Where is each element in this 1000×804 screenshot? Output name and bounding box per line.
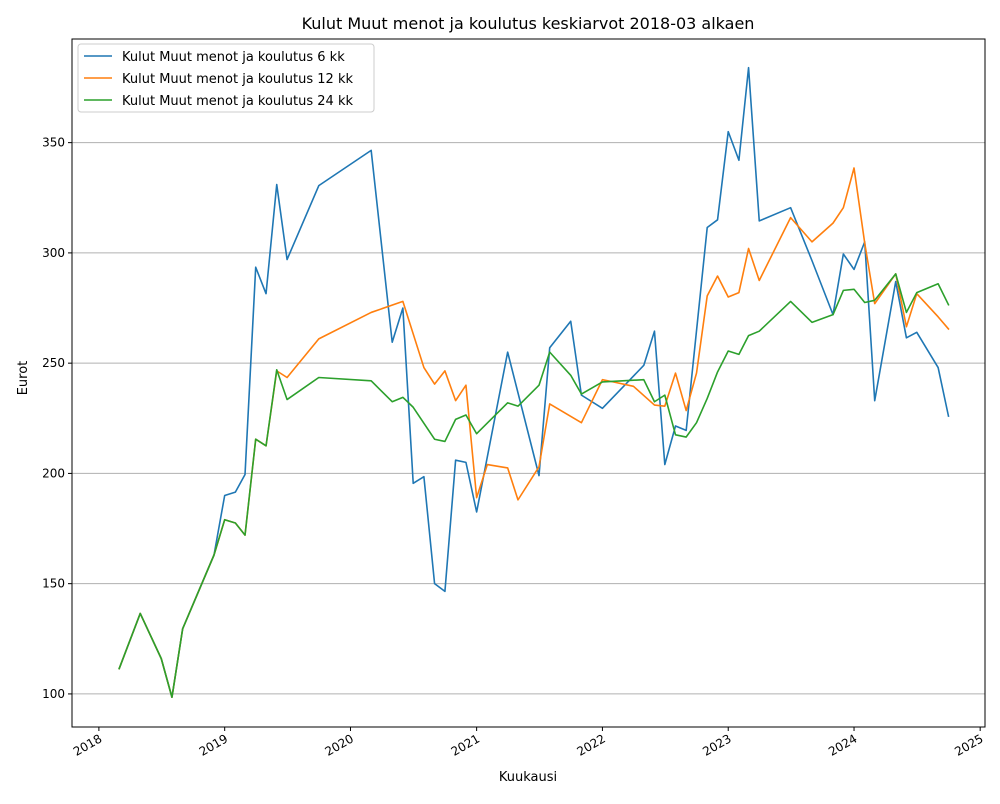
legend-entry: Kulut Muut menot ja koulutus 12 kk xyxy=(122,72,353,87)
x-tick-label: 2025 xyxy=(952,731,985,758)
y-tick-label: 250 xyxy=(42,356,65,370)
x-tick-label: 2022 xyxy=(574,731,607,758)
x-axis-label: Kuukausi xyxy=(499,770,557,785)
y-axis-label: Eurot xyxy=(16,361,31,396)
y-tick-label: 100 xyxy=(42,687,65,701)
legend: Kulut Muut menot ja koulutus 6 kk Kulut M… xyxy=(77,43,375,113)
legend-entry: Kulut Muut menot ja koulutus 24 kk xyxy=(122,94,353,109)
y-tick-label: 200 xyxy=(42,466,65,480)
chart-title: Kulut Muut menot ja koulutus keskiarvot … xyxy=(302,14,755,33)
series-line-2 xyxy=(118,167,950,699)
series-line-1 xyxy=(118,66,950,699)
y-tick-label: 150 xyxy=(42,577,65,591)
plot-area-frame xyxy=(71,38,986,728)
series-lines xyxy=(118,66,950,699)
legend-box xyxy=(77,43,375,113)
x-tick-label: 2024 xyxy=(826,731,859,758)
y-tick-label: 300 xyxy=(42,246,65,260)
x-tick-label: 2021 xyxy=(449,731,482,758)
y-axis-ticks: 100 150 200 250 300 350 xyxy=(42,136,72,701)
x-tick-label: 2018 xyxy=(71,731,104,758)
x-tick-label: 2023 xyxy=(700,731,733,758)
series-line-3 xyxy=(118,273,950,699)
grid-lines xyxy=(72,142,985,695)
legend-entry: Kulut Muut menot ja koulutus 6 kk xyxy=(122,50,345,65)
y-tick-label: 350 xyxy=(42,136,65,150)
x-tick-label: 2020 xyxy=(323,731,356,758)
x-axis-ticks: 2018 2019 2020 2021 2022 2023 2024 2025 xyxy=(71,727,986,759)
x-tick-label: 2019 xyxy=(197,731,230,758)
